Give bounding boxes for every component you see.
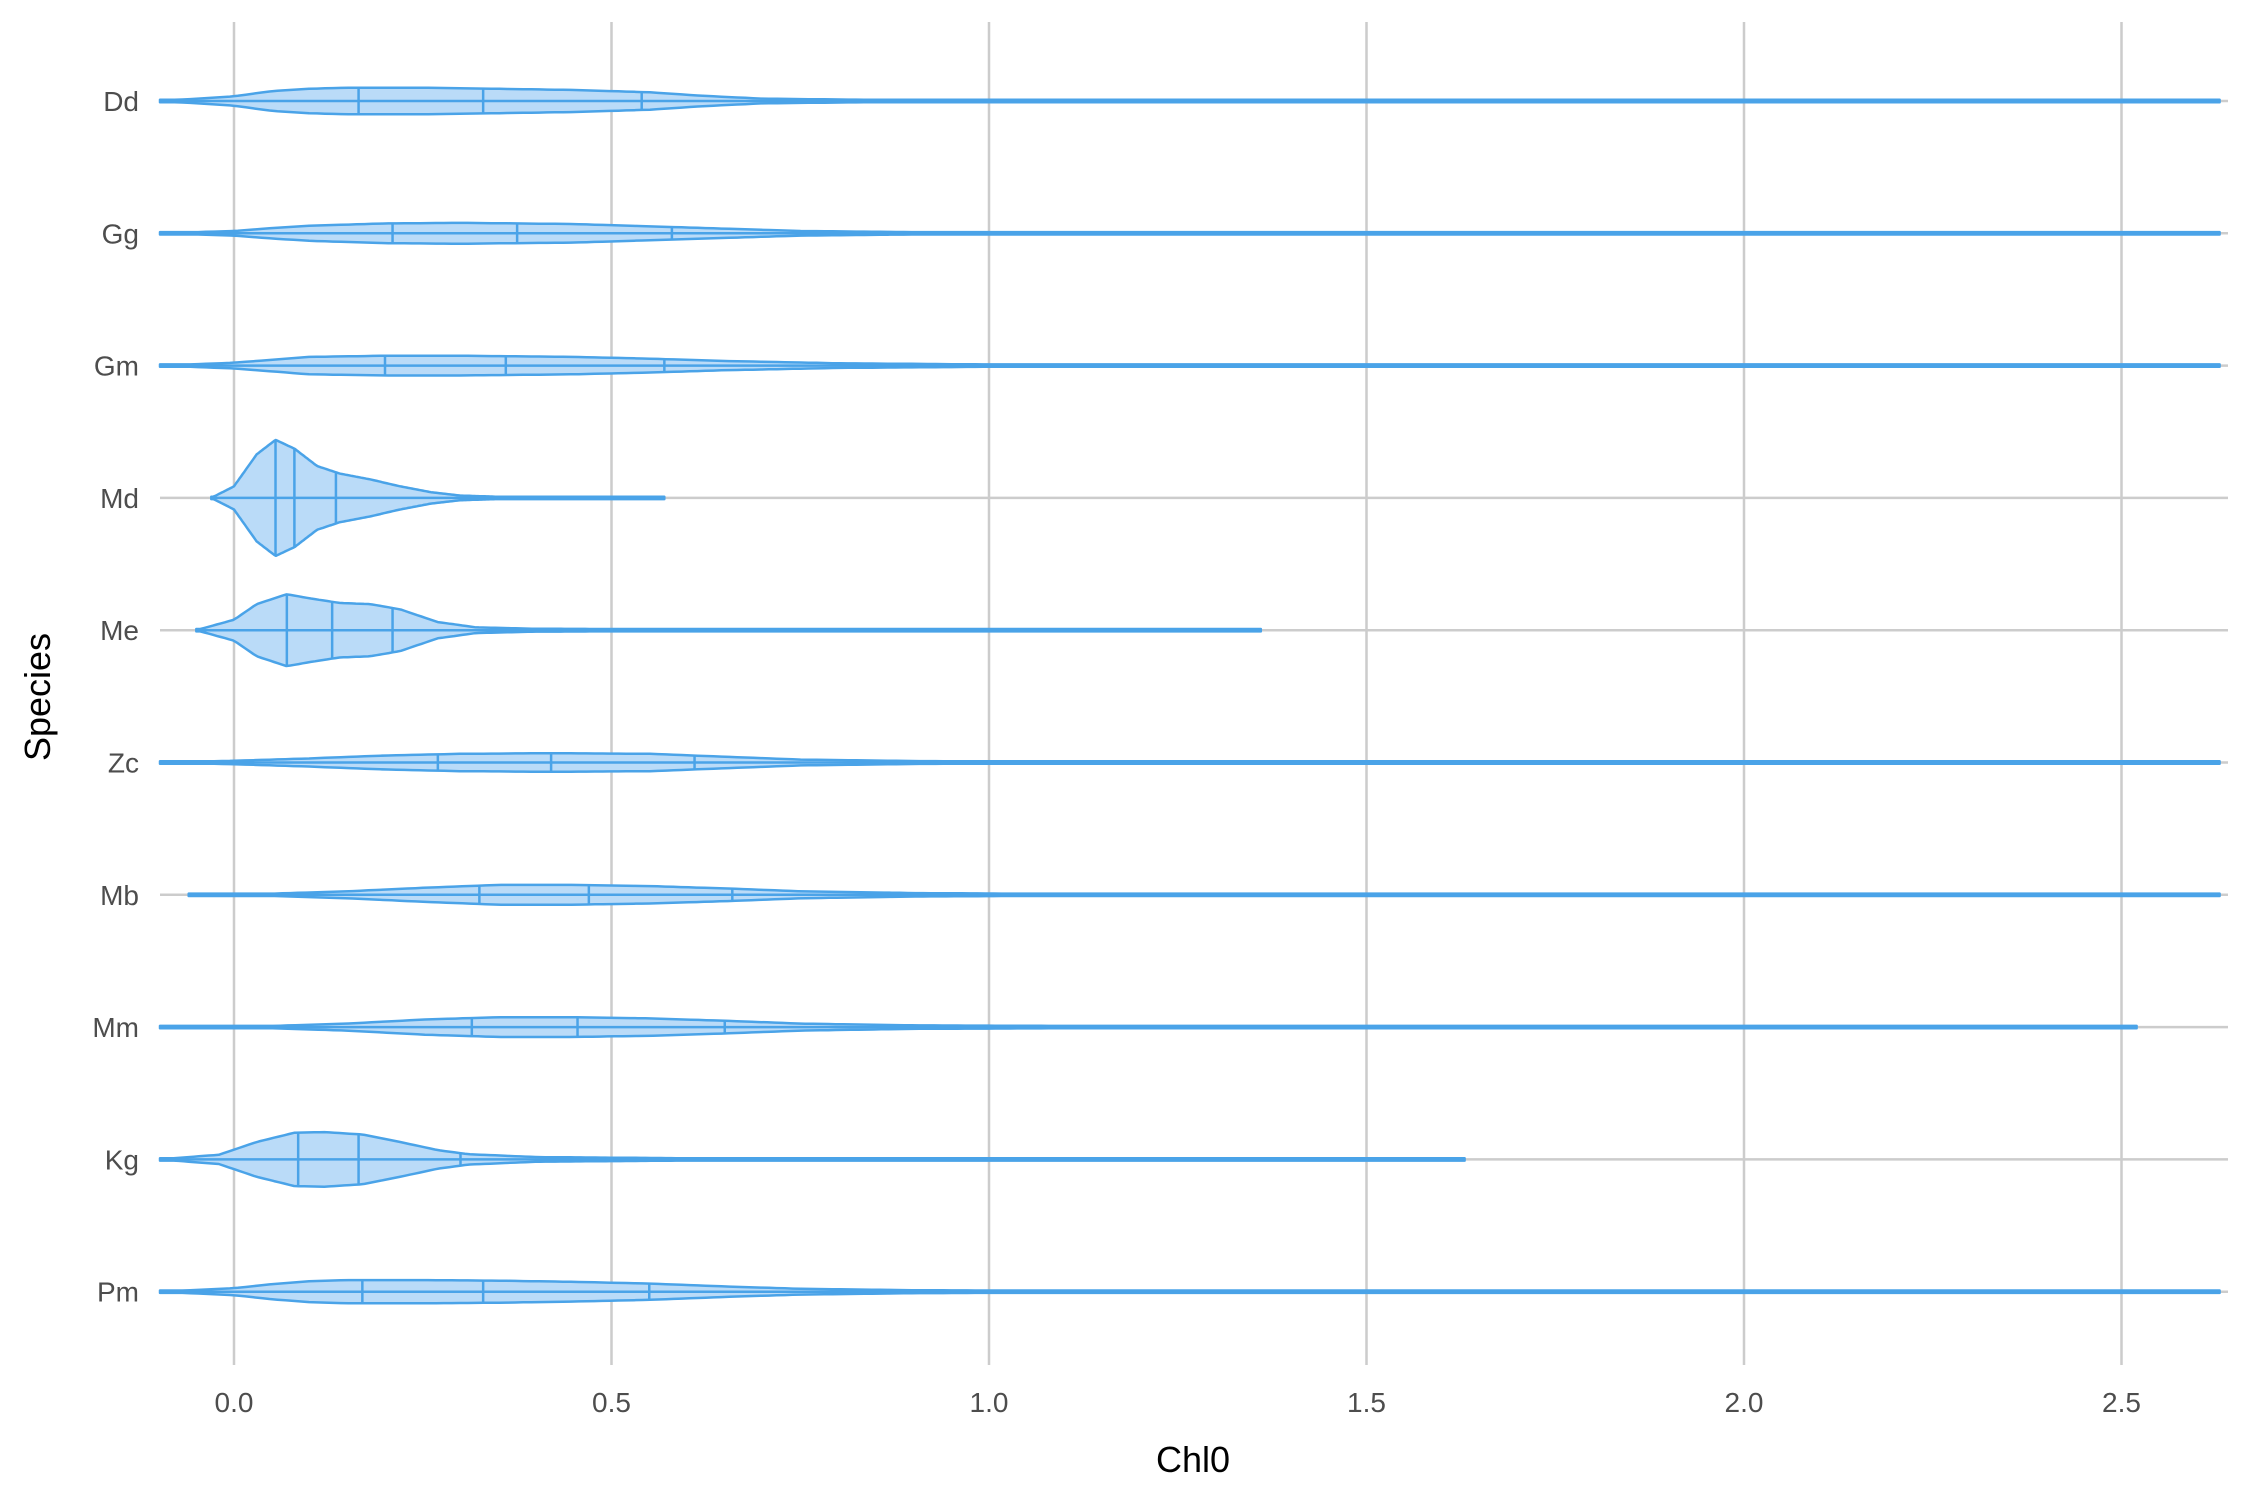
violin-gm: [158, 354, 2221, 377]
y-tick-label: Mm: [92, 1012, 139, 1043]
violin-pm: [158, 1278, 2221, 1305]
y-tick-label: Md: [100, 483, 139, 514]
violins: [158, 86, 2221, 1305]
violin-me: [195, 593, 1263, 668]
y-tick-label: Pm: [97, 1277, 139, 1308]
violin-mm: [158, 1015, 2138, 1039]
violin-dd: [158, 86, 2221, 116]
y-tick-label: Dd: [103, 86, 139, 117]
violin-mb: [187, 883, 2221, 906]
x-axis-ticks: 0.0 0.5 1.0 1.5 2.0 2.5: [215, 1387, 2141, 1418]
x-tick-label: 1.0: [970, 1387, 1009, 1418]
y-tick-label: Gm: [94, 351, 139, 382]
x-tick-label: 0.5: [592, 1387, 631, 1418]
y-tick-label: Gg: [102, 218, 139, 249]
x-tick-label: 2.5: [2102, 1387, 2141, 1418]
x-tick-label: 2.0: [1725, 1387, 1764, 1418]
y-tick-label: Kg: [105, 1144, 139, 1175]
y-tick-label: Me: [100, 615, 139, 646]
y-axis-title: Species: [17, 633, 58, 761]
violin-md: [210, 438, 666, 558]
y-tick-label: Zc: [108, 748, 139, 779]
x-axis-title: Chl0: [1156, 1439, 1230, 1480]
violin-gg: [158, 221, 2221, 245]
y-tick-label: Mb: [100, 880, 139, 911]
y-axis-ticks: Dd Gg Gm Md Me Zc Mb Mm Kg Pm: [92, 86, 139, 1308]
x-tick-label: 1.5: [1347, 1387, 1386, 1418]
violin-zc: [158, 751, 2221, 774]
violin-kg: [158, 1130, 1466, 1188]
x-tick-label: 0.0: [215, 1387, 254, 1418]
